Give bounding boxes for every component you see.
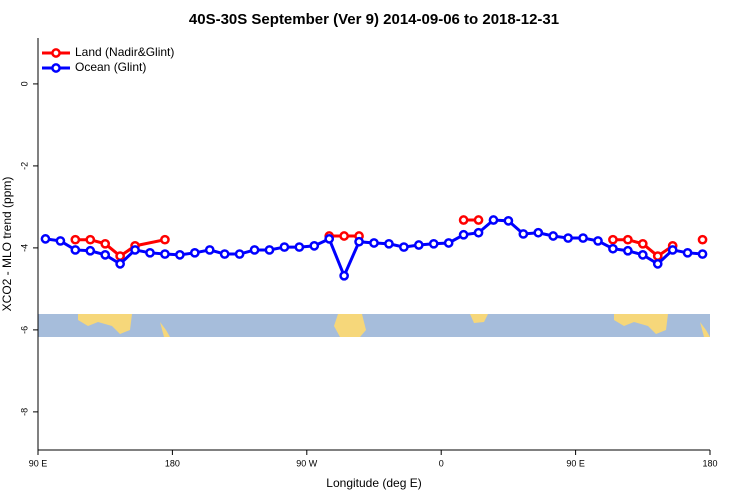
x-tick-label: 0	[439, 458, 444, 468]
point	[234, 249, 245, 259]
legend-marker	[51, 48, 61, 58]
point	[563, 233, 573, 243]
point	[70, 234, 81, 245]
point	[100, 250, 111, 260]
point	[488, 215, 499, 225]
point	[189, 247, 200, 258]
point	[100, 238, 111, 249]
map-strip	[38, 314, 710, 337]
point	[518, 229, 529, 239]
point	[145, 247, 155, 258]
point	[593, 236, 603, 246]
series-line	[45, 218, 703, 280]
point	[503, 215, 514, 226]
y-tick-label: -2	[19, 162, 29, 170]
point	[458, 229, 469, 240]
chart-title: 40S-30S September (Ver 9) 2014-09-06 to …	[189, 11, 559, 28]
point	[548, 231, 559, 241]
land-shape	[614, 314, 668, 334]
point	[608, 243, 618, 254]
legend-label: Land (Nadir&Glint)	[75, 45, 174, 59]
point	[608, 234, 618, 245]
point	[85, 245, 96, 256]
point	[130, 245, 140, 255]
point	[115, 251, 125, 261]
point	[637, 238, 648, 249]
land-shape	[470, 314, 488, 323]
point	[309, 240, 320, 251]
point	[324, 234, 335, 244]
point	[697, 234, 708, 245]
point	[652, 259, 663, 269]
point	[204, 245, 215, 255]
y-tick-label: -4	[19, 244, 29, 252]
point	[354, 236, 364, 247]
point	[652, 251, 663, 261]
legend-marker	[51, 63, 61, 73]
point	[533, 227, 544, 238]
point	[667, 245, 678, 255]
point	[473, 227, 484, 238]
point	[413, 240, 424, 250]
y-tick-label: 0	[19, 81, 29, 86]
x-tick-label: 90 W	[296, 458, 318, 468]
point	[40, 234, 51, 244]
x-axis-label: Longitude (deg E)	[326, 476, 421, 490]
point	[623, 234, 633, 245]
y-tick-label: -8	[19, 408, 29, 416]
point	[339, 270, 349, 281]
point	[175, 250, 185, 260]
point	[55, 236, 66, 246]
point	[339, 231, 349, 241]
x-tick-label: 90 E	[566, 458, 585, 468]
point	[428, 238, 439, 249]
point	[160, 249, 170, 259]
point	[70, 245, 81, 255]
point	[264, 245, 275, 255]
point	[369, 238, 379, 248]
point	[637, 250, 648, 260]
legend-label: Ocean (Glint)	[75, 60, 146, 74]
y-axis-label: XCO2 - MLO trend (ppm)	[0, 177, 14, 312]
land-shape	[160, 322, 170, 337]
point	[458, 215, 469, 225]
point	[384, 238, 394, 249]
point	[85, 234, 96, 245]
x-tick-label: 180	[165, 458, 180, 468]
land-shape	[334, 314, 366, 337]
x-tick-label: 180	[702, 458, 717, 468]
point	[399, 242, 409, 252]
point	[115, 259, 125, 269]
y-tick-label: -6	[19, 326, 29, 334]
x-tick-label: 90 E	[29, 458, 48, 468]
point	[682, 247, 693, 258]
point	[443, 238, 454, 248]
point	[623, 245, 633, 256]
land-shape	[700, 322, 710, 337]
point	[249, 245, 260, 255]
point	[578, 233, 588, 243]
point	[294, 242, 305, 252]
land-shape	[78, 314, 132, 334]
point	[697, 249, 708, 259]
point	[279, 242, 290, 252]
ocean-band	[38, 314, 710, 337]
point	[160, 234, 170, 245]
point	[219, 249, 230, 259]
point	[473, 215, 484, 225]
